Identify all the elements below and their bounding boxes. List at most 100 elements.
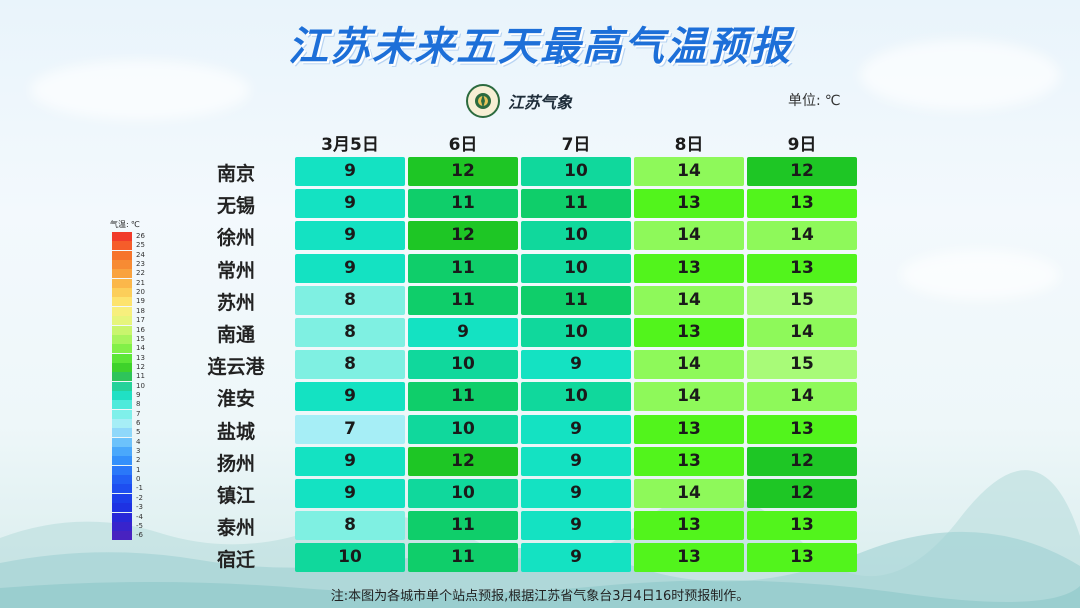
legend-label: 5: [136, 428, 141, 437]
temperature-cell: 9: [295, 253, 405, 283]
legend-label: 1: [136, 465, 141, 474]
background-cloud: [30, 60, 250, 120]
legend-swatch: [112, 512, 132, 522]
legend-swatch: [112, 362, 132, 372]
day-header: 7日: [561, 135, 591, 155]
legend-label: -4: [136, 512, 143, 521]
legend-swatch: [112, 241, 132, 251]
legend-label: 10: [136, 381, 145, 390]
temperature-cell: 12: [408, 157, 518, 186]
temperature-cell: 9: [521, 511, 631, 541]
city-name: 泰州: [216, 517, 255, 540]
temperature-cell: 9: [295, 479, 405, 508]
temperature-cell: 11: [521, 189, 631, 219]
temperature-cell: 9: [521, 479, 631, 508]
temperature-cell: 9: [295, 157, 405, 186]
legend-swatch: [112, 465, 132, 475]
day-header: 9日: [787, 135, 817, 155]
city-name: 苏州: [216, 291, 255, 314]
page-title: 江苏未来五天最高气温预报: [288, 24, 792, 70]
legend-swatch: [112, 372, 132, 382]
temperature-cell: 13: [634, 318, 744, 347]
legend-swatch: [112, 428, 132, 438]
temperature-cell: 9: [295, 446, 405, 476]
legend-swatch: [112, 409, 132, 419]
temperature-cell: 14: [747, 221, 857, 251]
legend-label: 2: [136, 456, 141, 465]
legend-swatch: [112, 232, 132, 241]
footnote: 注:本图为各城市单个站点预报,根据江苏省气象台3月4日16时预报制作。: [330, 589, 750, 604]
temperature-cell: 14: [747, 318, 857, 347]
legend-label: 15: [136, 334, 145, 343]
temperature-cell: 11: [521, 285, 631, 315]
legend-label: -1: [136, 484, 143, 493]
city-name: 南通: [216, 324, 255, 346]
city-name: 连云港: [207, 356, 265, 379]
temperature-cell: 12: [408, 221, 518, 251]
temperature-cell: 10: [408, 414, 518, 444]
temperature-cell: 9: [521, 446, 631, 476]
legend-label: 26: [136, 232, 145, 240]
legend-label: -2: [136, 493, 143, 502]
legend-swatch: [112, 390, 132, 400]
temperature-cell: 14: [634, 479, 744, 508]
temperature-cell: 7: [295, 414, 405, 444]
temperature-cell: 11: [408, 253, 518, 283]
city-name: 镇江: [216, 485, 255, 507]
legend-swatch: [112, 419, 132, 428]
temperature-cell: 10: [408, 350, 518, 380]
legend-label: 19: [136, 297, 145, 306]
background-cloud: [900, 250, 1060, 300]
temperature-cell: 10: [521, 157, 631, 186]
temperature-cell: 10: [408, 479, 518, 508]
temperature-cell: 13: [634, 189, 744, 219]
legend-label: 25: [136, 241, 145, 250]
legend-swatch: [112, 334, 132, 344]
legend-label: 22: [136, 269, 145, 278]
temperature-cell: 14: [634, 382, 744, 412]
legend-label: 14: [136, 344, 145, 353]
legend-label: 9: [136, 390, 141, 399]
temperature-cell: 15: [747, 285, 857, 315]
legend-unit: ℃: [130, 220, 140, 229]
temperature-cell: 14: [634, 157, 744, 186]
temperature-cell: 11: [408, 285, 518, 315]
temperature-cell: 9: [521, 543, 631, 573]
weather-logo-icon: [466, 84, 500, 118]
legend-swatch: [112, 297, 132, 307]
temperature-cell: 13: [747, 189, 857, 219]
legend-swatch: [112, 288, 132, 298]
temperature-cell: 9: [295, 382, 405, 412]
legend-label: -3: [136, 503, 143, 512]
temperature-cell: 13: [634, 543, 744, 573]
legend-swatch: [112, 306, 132, 316]
legend-swatch: [112, 278, 132, 288]
legend-label: 4: [136, 437, 141, 446]
unit-label-text: 单位:: [788, 93, 821, 109]
temperature-cell: 14: [747, 382, 857, 412]
temperature-cell: 9: [295, 221, 405, 251]
temperature-cell: 13: [634, 511, 744, 541]
legend-label: 0: [136, 475, 141, 484]
temperature-cell: 8: [295, 285, 405, 315]
temperature-cell: 9: [521, 414, 631, 444]
legend-swatch: [112, 437, 132, 447]
temperature-cell: 8: [295, 350, 405, 380]
city-name: 宿迁: [216, 549, 255, 572]
temperature-cell: 13: [747, 253, 857, 283]
legend-label: 11: [136, 372, 145, 381]
temperature-cell: 13: [634, 446, 744, 476]
legend-label: 24: [136, 250, 145, 259]
legend-swatch: [112, 325, 132, 335]
temperature-cell: 11: [408, 382, 518, 412]
city-name: 徐州: [216, 227, 255, 250]
temperature-cell: 14: [634, 221, 744, 251]
legend-swatch: [112, 531, 132, 541]
temperature-cell: 11: [408, 189, 518, 219]
temperature-cell: 13: [747, 511, 857, 541]
temperature-cell: 12: [747, 157, 857, 186]
temperature-cell: 9: [295, 189, 405, 219]
legend-label: 23: [136, 260, 145, 269]
day-header: 8日: [674, 135, 704, 155]
temperature-cell: 14: [634, 285, 744, 315]
